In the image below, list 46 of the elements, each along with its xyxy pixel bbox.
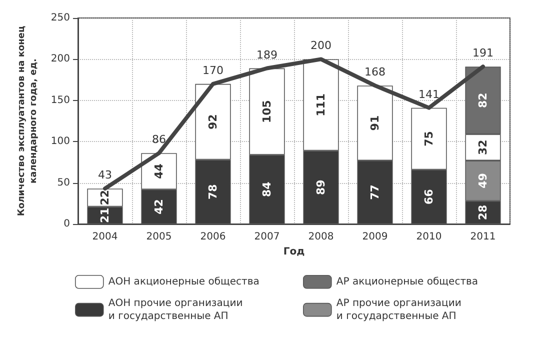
x-tick-label: 2008 bbox=[308, 232, 334, 242]
y-tick-label: 150 bbox=[50, 94, 70, 106]
data-label: 189 bbox=[256, 48, 278, 62]
data-label: 42 bbox=[152, 199, 166, 214]
data-label: 191 bbox=[472, 46, 494, 60]
legend-label: АР прочие организации и государственные АП bbox=[336, 298, 462, 322]
data-label: 91 bbox=[368, 115, 382, 131]
y-tick-label: 250 bbox=[50, 12, 70, 24]
legend-label: АР акционерные общества bbox=[336, 276, 478, 288]
data-label: 21 bbox=[98, 208, 112, 224]
data-label: 78 bbox=[206, 184, 220, 200]
data-label: 92 bbox=[206, 114, 220, 130]
data-label: 111 bbox=[314, 93, 328, 116]
data-label: 75 bbox=[422, 131, 436, 146]
data-label: 141 bbox=[418, 88, 440, 101]
data-label: 66 bbox=[422, 188, 436, 204]
data-label: 77 bbox=[368, 184, 382, 200]
data-label: 105 bbox=[260, 100, 274, 124]
data-label: 168 bbox=[364, 66, 386, 79]
y-axis-title: Количество эксплуатантов на конец календарного года, ед. bbox=[17, 26, 39, 216]
data-label: 28 bbox=[476, 204, 490, 220]
data-label: 82 bbox=[476, 92, 490, 108]
y-tick-label: 0 bbox=[64, 218, 70, 230]
x-tick-label: 2010 bbox=[416, 232, 442, 242]
data-label: 49 bbox=[476, 173, 490, 188]
legend-label: АОН прочие организации и государственные АП bbox=[108, 298, 243, 322]
x-axis-title: Год bbox=[283, 246, 305, 258]
data-label: 89 bbox=[314, 180, 328, 195]
x-tick-label: 2005 bbox=[146, 232, 172, 242]
x-tick-label: 2004 bbox=[92, 232, 118, 242]
data-label: 44 bbox=[152, 163, 166, 179]
x-tick-label: 2006 bbox=[200, 232, 226, 242]
x-tick-label: 2011 bbox=[470, 232, 496, 242]
data-label: 84 bbox=[260, 181, 274, 198]
data-label: 170 bbox=[202, 64, 224, 77]
data-label: 43 bbox=[98, 168, 112, 182]
y-tick-label: 50 bbox=[57, 177, 70, 188]
data-label: 200 bbox=[310, 39, 332, 52]
data-label: 86 bbox=[152, 133, 166, 146]
y-tick-label: 200 bbox=[50, 54, 70, 65]
data-label: 22 bbox=[98, 190, 112, 206]
x-tick-label: 2007 bbox=[254, 232, 280, 242]
data-label: 32 bbox=[476, 140, 490, 156]
x-tick-label: 2009 bbox=[362, 232, 388, 242]
legend-label: АОН акционерные общества bbox=[108, 276, 260, 288]
y-tick-label: 100 bbox=[50, 136, 70, 148]
